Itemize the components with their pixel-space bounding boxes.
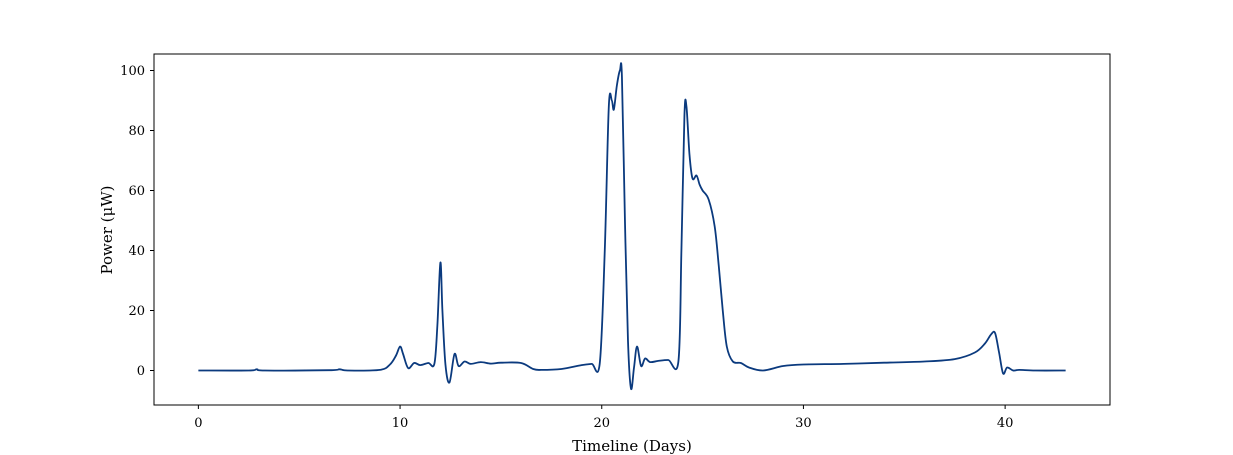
series-line [198, 62, 1066, 391]
y-axis-label: Power (μW) [98, 185, 116, 274]
y-tick-label: 80 [128, 124, 145, 139]
y-tick-label: 60 [128, 184, 145, 199]
y-tick-label: 20 [128, 304, 145, 319]
x-tick-label: 30 [795, 416, 812, 431]
plot-area-frame [153, 53, 1111, 406]
x-tick-label: 20 [593, 416, 610, 431]
y-tick-label: 100 [120, 64, 145, 79]
x-axis-ticks: 0 10 20 30 40 [194, 405, 1013, 431]
y-axis-ticks: 0 20 40 60 80 100 [120, 64, 154, 379]
y-tick-label: 0 [137, 364, 145, 379]
y-tick-label: 40 [128, 244, 145, 259]
x-tick-label: 10 [392, 416, 409, 431]
x-tick-label: 40 [997, 416, 1014, 431]
x-tick-label: 0 [194, 416, 202, 431]
x-axis-label: Timeline (Days) [572, 437, 692, 455]
